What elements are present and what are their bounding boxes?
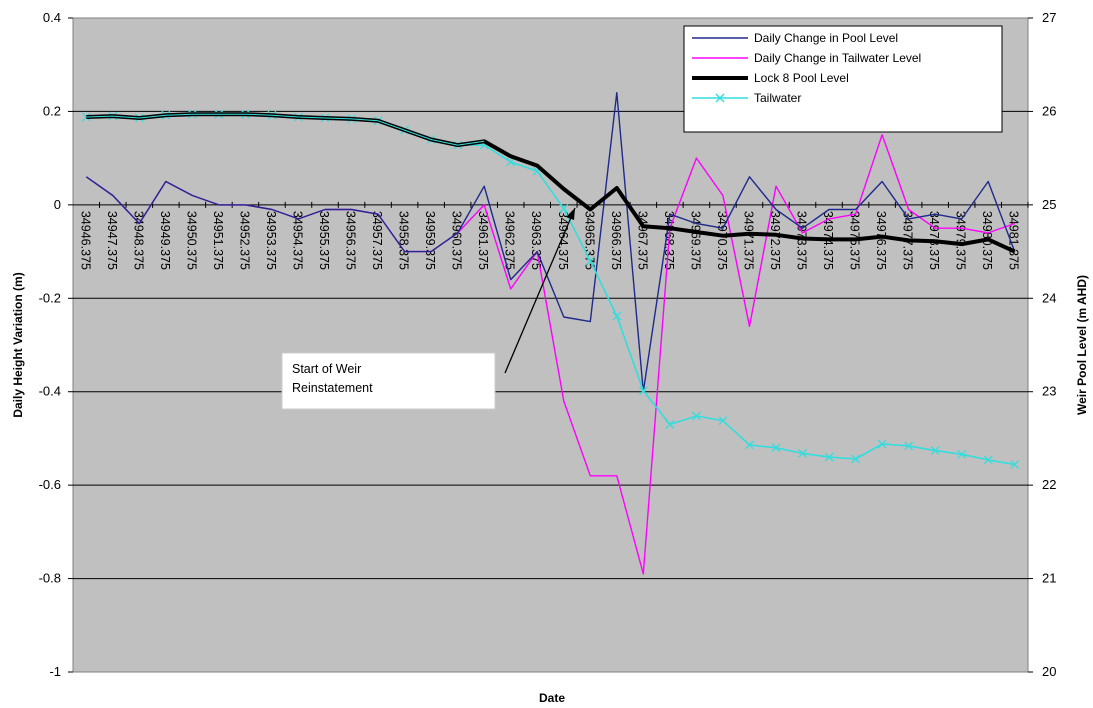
x-tick-label: 34971.375 bbox=[741, 211, 755, 270]
x-tick-label: 34947.375 bbox=[105, 211, 119, 270]
tailwater-point bbox=[81, 112, 91, 122]
x-tick-label: 34946.375 bbox=[78, 211, 92, 270]
x-tick-label: 34979.375 bbox=[954, 211, 968, 270]
x-axis-ticks: 34946.375 34947.375 34948.375 34949.375 3495… bbox=[78, 201, 1029, 270]
tailwater-point bbox=[957, 449, 967, 459]
tailwater-point bbox=[904, 441, 914, 451]
tailwater-point bbox=[930, 446, 940, 456]
series-lines bbox=[81, 91, 1020, 575]
x-tick-label: 34961.375 bbox=[476, 211, 490, 270]
right-tick-label: 22 bbox=[1042, 477, 1056, 492]
x-tick-label: 34972.375 bbox=[768, 211, 782, 270]
tailwater-point bbox=[744, 440, 754, 450]
legend-marker-tailwater bbox=[715, 93, 725, 103]
tailwater-point bbox=[612, 311, 622, 321]
left-axis-ticks: 0.4 0.2 0 -0.2 -0.4 -0.6 -0.8 -1 bbox=[39, 10, 73, 679]
x-tick-label: 34966.375 bbox=[609, 211, 623, 270]
x-tick-label: 34963.375 bbox=[529, 211, 543, 270]
left-tick-label: -0.2 bbox=[39, 290, 61, 305]
x-tick-label: 34949.375 bbox=[158, 211, 172, 270]
x-tick-label: 34948.375 bbox=[131, 211, 145, 270]
x-tick-label: 34981.375 bbox=[1007, 211, 1021, 270]
right-tick-label: 23 bbox=[1042, 384, 1056, 399]
tailwater-point bbox=[585, 256, 595, 266]
tailwater-point bbox=[798, 448, 807, 458]
tailwater-point bbox=[877, 439, 887, 449]
x-tick-label: 34962.375 bbox=[503, 211, 517, 270]
right-axis-title: Weir Pool Level (m AHD) bbox=[1075, 275, 1089, 415]
right-tick-label: 26 bbox=[1042, 103, 1056, 118]
x-tick-label: 34976.375 bbox=[874, 211, 888, 270]
legend-label-tailwater: Tailwater bbox=[754, 91, 801, 105]
tailwater-point bbox=[851, 454, 861, 464]
x-tick-label: 34958.375 bbox=[397, 211, 411, 270]
tailwater-point bbox=[824, 452, 834, 462]
tailwater-point bbox=[718, 416, 728, 426]
annotation-line-1: Start of Weir bbox=[292, 362, 361, 376]
right-axis-ticks: 27 26 25 24 23 22 21 20 bbox=[1028, 10, 1056, 679]
x-tick-label: 34964.375 bbox=[556, 211, 570, 270]
series-pool-change bbox=[85, 91, 1016, 393]
x-tick-label: 34955.375 bbox=[317, 211, 331, 270]
x-tick-label: 34959.375 bbox=[423, 211, 437, 270]
left-tick-label: 0.2 bbox=[43, 103, 61, 118]
x-tick-label: 34960.375 bbox=[450, 211, 464, 270]
left-tick-label: -0.4 bbox=[39, 384, 61, 399]
x-tick-label: 34965.375 bbox=[582, 211, 596, 270]
annotation-line-2: Reinstatement bbox=[292, 381, 373, 395]
x-tick-label: 34956.375 bbox=[344, 211, 358, 270]
right-tick-label: 21 bbox=[1042, 571, 1056, 586]
x-tick-label: 34969.375 bbox=[688, 211, 702, 270]
left-tick-label: 0.4 bbox=[43, 10, 61, 25]
right-tick-label: 24 bbox=[1042, 290, 1056, 305]
x-tick-label: 34951.375 bbox=[211, 211, 225, 270]
annotation-arrow bbox=[504, 207, 576, 374]
left-tick-label: 0 bbox=[54, 197, 61, 212]
legend-label-lock8-pool: Lock 8 Pool Level bbox=[754, 71, 849, 85]
x-tick-label: 34957.375 bbox=[370, 211, 384, 270]
left-tick-label: -0.8 bbox=[39, 571, 61, 586]
left-tick-label: -1 bbox=[49, 664, 61, 679]
right-tick-label: 27 bbox=[1042, 10, 1056, 25]
tailwater-point bbox=[1010, 460, 1020, 470]
tailwater-point bbox=[983, 455, 993, 465]
tailwater-point bbox=[638, 386, 648, 396]
legend-label-tailwater-change: Daily Change in Tailwater Level bbox=[754, 51, 921, 65]
legend-label-pool-change: Daily Change in Pool Level bbox=[754, 31, 898, 45]
right-tick-label: 25 bbox=[1042, 197, 1056, 212]
legend: Daily Change in Pool Level Daily Change … bbox=[683, 25, 1003, 133]
x-tick-label: 34953.375 bbox=[264, 211, 278, 270]
tailwater-point bbox=[559, 204, 569, 214]
x-tick-label: 34952.375 bbox=[237, 211, 251, 270]
left-axis-title: Daily Height Variation (m) bbox=[11, 272, 25, 417]
annotation: Start of Weir Reinstatement bbox=[281, 207, 576, 410]
x-axis-title: Date bbox=[539, 691, 565, 705]
x-tick-label: 34954.375 bbox=[290, 211, 304, 270]
tailwater-point bbox=[665, 419, 675, 429]
annotation-box bbox=[281, 352, 496, 410]
right-tick-label: 20 bbox=[1042, 664, 1056, 679]
tailwater-overlap bbox=[86, 113, 485, 146]
left-tick-label: -0.6 bbox=[39, 477, 61, 492]
annotation-arrowhead bbox=[566, 208, 575, 220]
x-tick-label: 34950.375 bbox=[184, 211, 198, 270]
tailwater-point bbox=[771, 443, 781, 453]
tailwater-point bbox=[691, 411, 701, 421]
x-tick-label: 34970.375 bbox=[715, 211, 729, 270]
